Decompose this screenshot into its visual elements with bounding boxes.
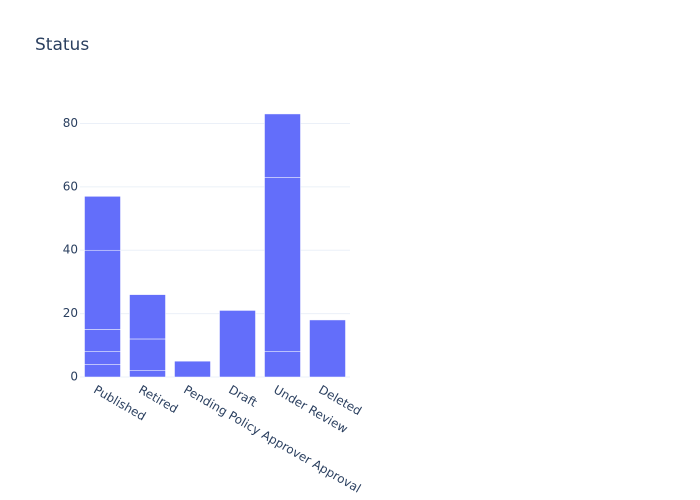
bar-segment (264, 113, 301, 178)
bar-segment (84, 196, 121, 251)
bar-segment (129, 370, 166, 378)
y-tick-label: 0 (70, 370, 78, 384)
bar-segment (219, 310, 256, 378)
y-tick-label: 80 (63, 116, 78, 130)
bar-segment (84, 351, 121, 365)
bar-segment (84, 329, 121, 352)
bar-segment (264, 177, 301, 352)
bar-segment (309, 319, 346, 378)
bar-segment (264, 351, 301, 378)
bar-segment (129, 294, 166, 340)
y-tick-label: 20 (63, 306, 78, 320)
bar-segment (129, 338, 166, 371)
bar-segment (174, 360, 211, 378)
bar-segment (84, 249, 121, 330)
chart-title: Status (35, 35, 89, 55)
bar-segment (84, 364, 121, 378)
y-tick-label: 40 (63, 243, 78, 257)
y-tick-label: 60 (63, 179, 78, 193)
